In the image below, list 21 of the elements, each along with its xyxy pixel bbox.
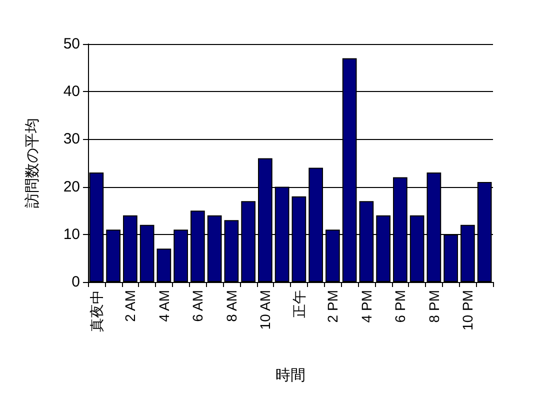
- x-tick-label: 8 AM: [223, 290, 240, 322]
- x-tick-label: 10 AM: [257, 290, 274, 330]
- x-tick-label: 10 PM: [460, 290, 476, 330]
- x-tick-label: 2 AM: [122, 290, 138, 322]
- x-tick-label: 2 PM: [324, 290, 341, 323]
- y-tick-label: 0: [72, 274, 80, 290]
- y-tick-label: 10: [63, 226, 80, 243]
- x-tick-label: 正午: [290, 290, 307, 318]
- y-tick-label: 20: [63, 178, 80, 196]
- x-tick-label: 真夜中: [88, 290, 104, 332]
- y-tick-label: 40: [63, 83, 80, 100]
- x-tick-label: 8 PM: [426, 290, 442, 323]
- x-tick-label: 4 PM: [358, 290, 374, 323]
- x-axis-title: 時間: [276, 367, 306, 384]
- y-axis-title: 訪問数の平均: [24, 118, 41, 208]
- bar: [156, 248, 172, 282]
- y-tick-label: 50: [63, 36, 80, 52]
- x-tick-label: 4 AM: [156, 290, 172, 322]
- x-tick-label: 6 PM: [392, 290, 408, 323]
- y-tick-label: 30: [63, 130, 80, 148]
- x-tick-label: 6 AM: [190, 290, 206, 322]
